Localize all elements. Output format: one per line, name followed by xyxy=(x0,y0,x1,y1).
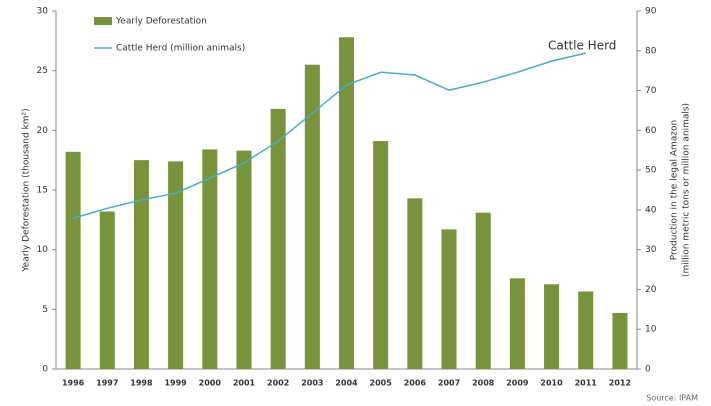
bar xyxy=(578,291,594,369)
x-tick-label: 2000 xyxy=(199,379,222,388)
legend-label: Cattle Herd (million animals) xyxy=(116,44,245,54)
y-tick-label: 10 xyxy=(37,245,49,255)
y2-tick-label: 70 xyxy=(645,86,657,96)
x-tick-label: 2003 xyxy=(301,379,323,388)
x-tick-label: 2012 xyxy=(609,379,631,388)
x-tick-label: 2008 xyxy=(472,379,495,388)
x-tick-label: 2006 xyxy=(404,379,427,388)
y2-tick-label: 40 xyxy=(645,205,657,215)
bar xyxy=(441,229,457,369)
y2-axis-label: (million metric tons or million animals) xyxy=(682,103,692,277)
line xyxy=(72,52,586,219)
x-tick-label: 1997 xyxy=(96,379,118,388)
bar xyxy=(475,212,491,369)
x-tick-label: 2007 xyxy=(438,379,460,388)
y-axis-label: Yearly Deforestation (thousand km²) xyxy=(22,108,32,272)
y-tick-label: 5 xyxy=(42,305,48,315)
x-tick-label: 2004 xyxy=(335,379,358,388)
y-tick-label: 20 xyxy=(37,126,49,136)
y-tick-label: 0 xyxy=(42,365,48,375)
x-tick-label: 1999 xyxy=(164,379,187,388)
bar xyxy=(407,198,423,369)
y-tick-label: 25 xyxy=(37,66,48,76)
bar xyxy=(270,108,286,369)
bar xyxy=(202,149,218,369)
x-tick-label: 2010 xyxy=(540,379,563,388)
legend-label: Yearly Deforestation xyxy=(115,17,207,27)
bar xyxy=(168,161,184,369)
y-tick-label: 30 xyxy=(37,7,49,17)
legend-swatch xyxy=(94,17,112,25)
bar xyxy=(612,312,628,369)
bar xyxy=(133,160,149,369)
y2-tick-label: 0 xyxy=(645,365,651,375)
x-tick-label: 2002 xyxy=(267,379,289,388)
y2-tick-label: 50 xyxy=(645,166,657,176)
bar xyxy=(373,141,389,369)
bar xyxy=(338,37,355,370)
bar xyxy=(236,150,252,369)
x-tick-label: 2001 xyxy=(233,379,256,388)
bar xyxy=(65,151,81,369)
y2-tick-label: 10 xyxy=(645,325,657,335)
annotation: Cattle Herd xyxy=(548,39,616,53)
x-tick-label: 1998 xyxy=(130,379,153,388)
bar xyxy=(99,211,115,369)
y2-axis-label: Production in the legal Amazon xyxy=(670,120,680,260)
bar xyxy=(544,284,560,369)
y2-tick-label: 20 xyxy=(645,285,657,295)
y2-tick-label: 60 xyxy=(645,126,657,136)
y2-tick-label: 90 xyxy=(645,7,657,17)
x-tick-label: 1996 xyxy=(62,379,85,388)
x-tick-label: 2005 xyxy=(370,379,393,388)
bar xyxy=(509,278,525,369)
y-tick-label: 15 xyxy=(37,186,48,196)
x-tick-label: 2009 xyxy=(506,379,529,388)
source: Source: IPAM xyxy=(646,394,698,403)
y2-tick-label: 80 xyxy=(645,46,657,56)
y2-tick-label: 30 xyxy=(645,245,657,255)
x-tick-label: 2011 xyxy=(575,379,598,388)
bar xyxy=(304,64,320,369)
